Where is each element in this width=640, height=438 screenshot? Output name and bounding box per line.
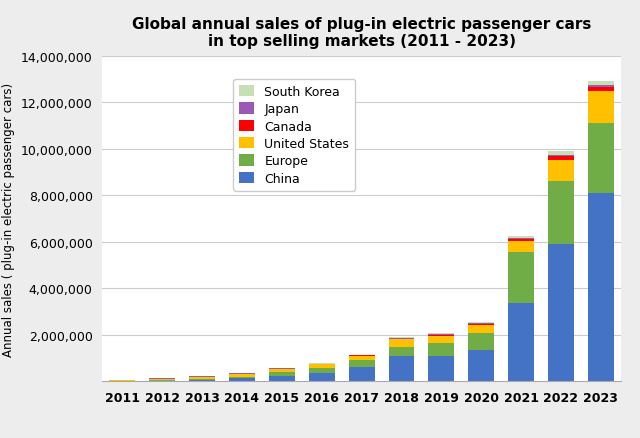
Bar — [548, 155, 574, 157]
Bar — [428, 357, 454, 381]
Bar — [349, 356, 374, 360]
Bar — [229, 373, 255, 374]
Bar — [308, 364, 335, 368]
Bar — [388, 339, 415, 348]
Title: Global annual sales of plug-in electric passenger cars
in top selling markets (2: Global annual sales of plug-in electric … — [132, 17, 591, 49]
Bar — [388, 348, 415, 357]
Bar — [269, 376, 295, 381]
Bar — [189, 376, 215, 377]
Legend: South Korea, Japan, Canada, United States, Europe, China: South Korea, Japan, Canada, United State… — [233, 79, 355, 191]
Bar — [388, 357, 415, 381]
Bar — [269, 372, 295, 376]
Bar — [349, 367, 374, 381]
Bar — [588, 88, 614, 92]
Bar — [388, 337, 415, 338]
Bar — [189, 379, 215, 380]
Bar — [149, 379, 175, 380]
Bar — [428, 336, 454, 343]
Bar — [388, 338, 415, 339]
Bar — [269, 369, 295, 372]
Bar — [468, 333, 494, 350]
Bar — [468, 350, 494, 381]
Bar — [428, 343, 454, 357]
Bar — [468, 325, 494, 333]
Bar — [548, 157, 574, 160]
Bar — [548, 244, 574, 381]
Bar — [269, 368, 295, 369]
Bar — [548, 181, 574, 244]
Bar — [229, 377, 255, 378]
Bar — [149, 378, 175, 379]
Bar — [428, 335, 454, 336]
Bar — [508, 240, 534, 241]
Bar — [508, 304, 534, 381]
Y-axis label: Annual sales ( plug-in electric passenger cars): Annual sales ( plug-in electric passenge… — [3, 82, 15, 356]
Bar — [308, 373, 335, 381]
Bar — [468, 322, 494, 324]
Bar — [428, 334, 454, 335]
Bar — [548, 160, 574, 181]
Bar — [308, 368, 335, 373]
Bar — [189, 377, 215, 379]
Bar — [508, 241, 534, 253]
Bar — [349, 355, 374, 356]
Bar — [548, 152, 574, 155]
Bar — [588, 82, 614, 86]
Bar — [508, 237, 534, 239]
Bar — [468, 324, 494, 325]
Bar — [508, 253, 534, 304]
Bar — [508, 239, 534, 240]
Bar — [349, 360, 374, 367]
Bar — [428, 333, 454, 334]
Bar — [189, 380, 215, 381]
Bar — [229, 378, 255, 381]
Bar — [588, 124, 614, 194]
Bar — [588, 86, 614, 88]
Bar — [229, 374, 255, 377]
Bar — [588, 92, 614, 124]
Bar — [588, 194, 614, 381]
